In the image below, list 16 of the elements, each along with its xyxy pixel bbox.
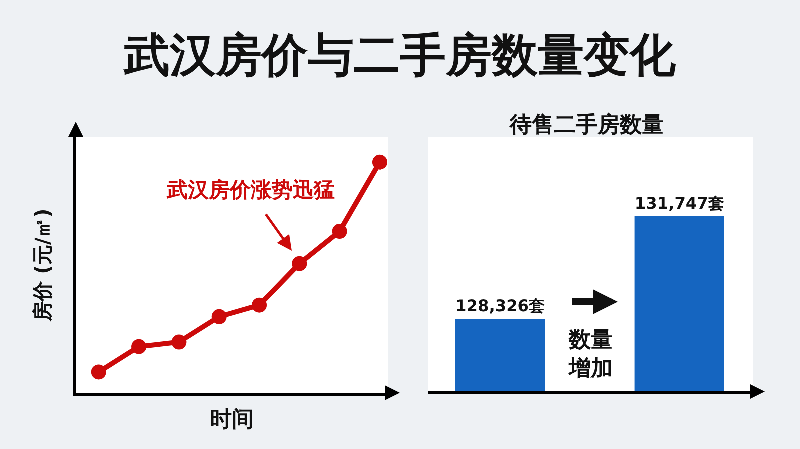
point — [332, 224, 348, 240]
x-axis-title: 时间 — [210, 407, 254, 432]
y-axis-title: 房价 (元/㎡) — [30, 208, 54, 322]
data-label: 131,747套 — [634, 194, 724, 214]
point — [252, 298, 268, 313]
data-label: 128,326套 — [456, 296, 546, 316]
chart-title: 待售二手房数量 — [509, 112, 664, 138]
annotation: 数量增加 — [568, 328, 613, 382]
point — [372, 154, 388, 170]
point — [172, 334, 187, 350]
point — [292, 256, 308, 272]
point — [91, 364, 106, 380]
annotation: 武汉房价涨势迅猛 — [166, 178, 335, 202]
chart-title: 武汉房价与二手房数量变化 — [123, 28, 677, 82]
point — [212, 309, 227, 324]
point — [132, 339, 147, 354]
